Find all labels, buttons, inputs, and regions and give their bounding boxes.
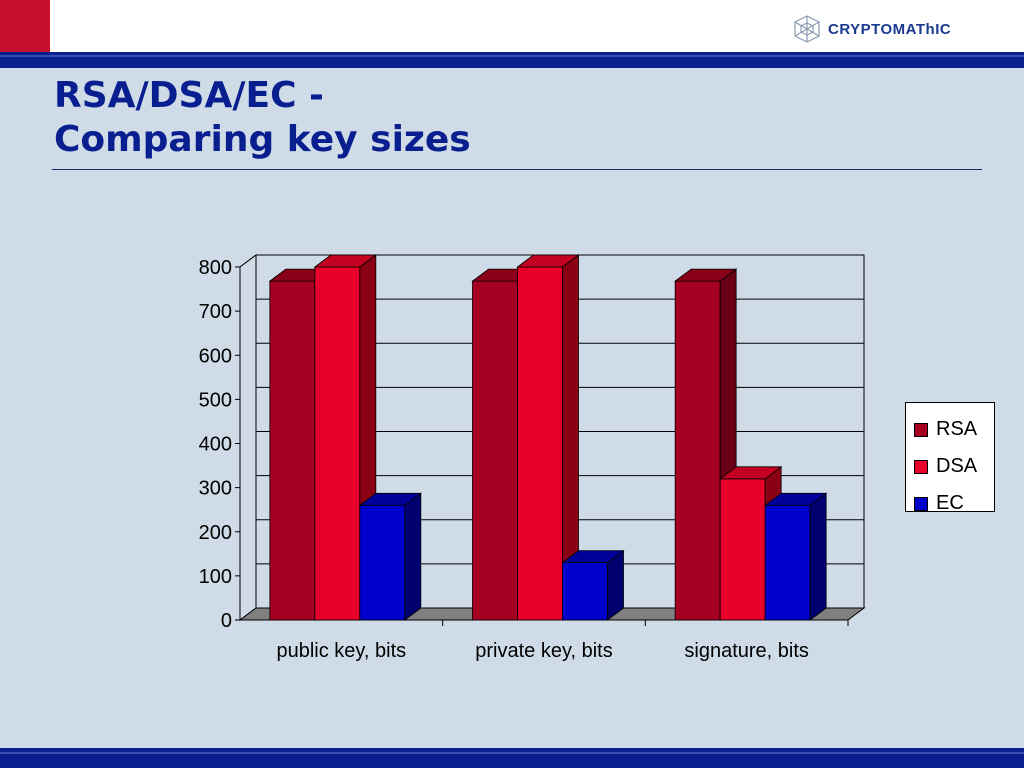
footer-band — [0, 748, 1024, 768]
y-tick-label: 400 — [199, 434, 232, 456]
bar-ec — [764, 504, 811, 621]
bar-top-dsa — [313, 254, 378, 268]
bar-top-ec — [358, 492, 423, 506]
y-tick-label: 100 — [199, 566, 232, 588]
x-tick-label: public key, bits — [276, 640, 406, 662]
x-tick-label: private key, bits — [475, 640, 612, 662]
bar-dsa — [517, 266, 563, 621]
legend-label: DSA — [936, 455, 978, 477]
bar-top-dsa — [718, 466, 783, 480]
y-tick-label: 500 — [199, 389, 232, 411]
y-tick-label: 600 — [199, 345, 232, 367]
bar-ec — [359, 504, 406, 621]
y-tick-label: 800 — [199, 257, 232, 279]
legend-label: RSA — [936, 418, 978, 440]
logo-text: CRYPTOMAThIC — [828, 20, 952, 38]
company-logo: CRYPTOMAThIC — [792, 14, 951, 44]
title-line-2: Comparing key sizes — [54, 119, 471, 160]
legend-item-rsa: RSA — [914, 411, 994, 448]
bar-rsa — [674, 280, 721, 621]
legend-swatch — [914, 422, 928, 437]
bar-ec — [562, 562, 608, 621]
legend-item-ec: EC — [914, 485, 994, 522]
bar-top-rsa — [673, 268, 738, 282]
y-tick-label: 200 — [199, 522, 232, 544]
header-band — [0, 52, 1024, 68]
chart-legend: RSA DSA EC — [905, 402, 995, 514]
bar-top-dsa — [516, 254, 580, 268]
bar-chart: 0 100 200 300 400 500 600 700 800 public key, bit… — [199, 254, 866, 662]
legend-swatch — [914, 459, 928, 474]
legend-label: EC — [936, 492, 964, 514]
legend-item-dsa: DSA — [914, 448, 994, 485]
bar-rsa — [472, 280, 518, 621]
bar-top-ec — [561, 550, 625, 564]
bar-dsa — [314, 266, 361, 621]
y-tick-label: 0 — [221, 610, 232, 632]
bar-side-ec — [809, 492, 827, 621]
legend-swatch — [914, 496, 928, 511]
chart-side-wall — [239, 254, 257, 621]
x-tick-label: signature, bits — [684, 640, 809, 662]
bar-side-ec — [404, 492, 422, 621]
y-tick-label: 700 — [199, 301, 232, 323]
slide-title: RSA/DSA/EC - Comparing key sizes — [54, 74, 471, 162]
header-bar: CRYPTOMAThIC — [0, 0, 1024, 52]
bar-rsa — [269, 280, 316, 621]
bar-top-ec — [763, 492, 828, 506]
cube-lattice-icon — [794, 15, 820, 43]
y-tick-label: 300 — [199, 478, 232, 500]
title-divider — [52, 169, 982, 170]
accent-block — [0, 0, 50, 52]
title-line-1: RSA/DSA/EC - — [54, 75, 324, 116]
bar-dsa — [719, 478, 766, 621]
